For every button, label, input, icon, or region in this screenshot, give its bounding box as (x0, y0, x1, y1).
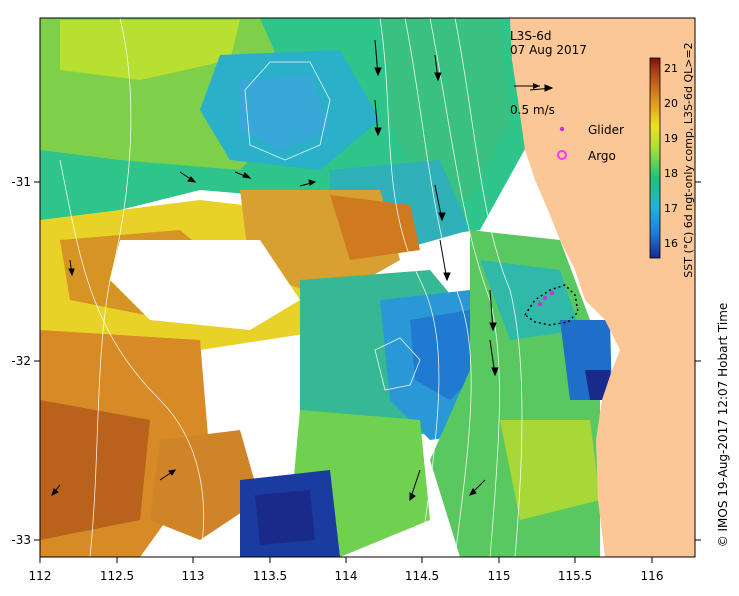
map-area[interactable]: L3S-6d 07 Aug 2017 0.5 m/s Glider Argo (40, 18, 695, 557)
y-tick-label: -33 (11, 533, 31, 547)
current-arrow (434, 184, 446, 222)
argo-legend-label: Argo (588, 149, 616, 163)
current-arrow (469, 479, 486, 496)
bathymetry-contours (59, 18, 523, 557)
current-arrow (374, 39, 382, 77)
product-label: L3S-6d (510, 29, 552, 43)
colorbar: 21 20 19 18 17 16 SST (°C) 6d ngt-only c… (649, 42, 695, 278)
current-arrow (51, 484, 61, 496)
current-arrow (434, 54, 442, 82)
current-arrow (179, 171, 197, 183)
x-tick-label: 115 (488, 569, 511, 583)
current-arrow (234, 171, 252, 179)
colorbar-tick-label: 19 (664, 132, 678, 145)
x-tick-label: 113 (182, 569, 205, 583)
glider-position-marker (542, 295, 548, 301)
x-tick-label: 113.5 (253, 569, 287, 583)
y-axis: -31 -32 -33 (11, 175, 701, 547)
colorbar-gradient (649, 57, 661, 259)
plot-frame (39, 17, 696, 558)
scale-arrow (514, 83, 540, 89)
current-arrow (489, 289, 497, 332)
x-tick-label: 114 (335, 569, 358, 583)
glider-legend-marker (559, 126, 565, 132)
current-arrow (68, 259, 75, 277)
timestamp-credit: © IMOS 19-Aug-2017 12:07 Hobart Time (716, 303, 730, 548)
colorbar-title: SST (°C) 6d ngt-only comp, L3S-6d QL>=2 (682, 42, 695, 277)
current-arrow (159, 469, 176, 481)
current-arrow (374, 99, 382, 137)
colorbar-tick-label: 20 (664, 97, 678, 110)
x-tick-label: 112.5 (100, 569, 134, 583)
glider-track (523, 284, 579, 326)
glider-position-marker (549, 290, 555, 296)
x-tick-label: 116 (641, 569, 664, 583)
glider-legend-label: Glider (588, 123, 624, 137)
date-label: 07 Aug 2017 (510, 43, 587, 57)
x-axis: 112 112.5 113 113.5 114 114.5 115 115.5 … (29, 557, 664, 583)
colorbar-tick-label: 21 (664, 62, 678, 75)
x-tick-label: 112 (29, 569, 52, 583)
x-tick-label: 115.5 (558, 569, 592, 583)
colorbar-tick-label: 17 (664, 202, 678, 215)
argo-legend-marker (557, 150, 567, 160)
y-tick-label: -32 (11, 354, 31, 368)
map-legend: L3S-6d 07 Aug 2017 0.5 m/s Glider Argo (510, 29, 624, 163)
colorbar-tick-label: 16 (664, 237, 678, 250)
land-mass (510, 18, 695, 557)
current-arrow (529, 84, 554, 92)
current-arrow (489, 339, 499, 377)
glider-position-marker (537, 301, 543, 307)
sst-field (40, 18, 612, 557)
current-arrow (409, 469, 421, 502)
x-tick-label: 114.5 (405, 569, 439, 583)
colorbar-tick-label: 18 (664, 167, 678, 180)
current-arrow (439, 239, 451, 282)
current-arrow (299, 179, 317, 187)
scale-label: 0.5 m/s (510, 103, 555, 117)
current-vectors (51, 39, 554, 502)
y-tick-label: -31 (11, 175, 31, 189)
